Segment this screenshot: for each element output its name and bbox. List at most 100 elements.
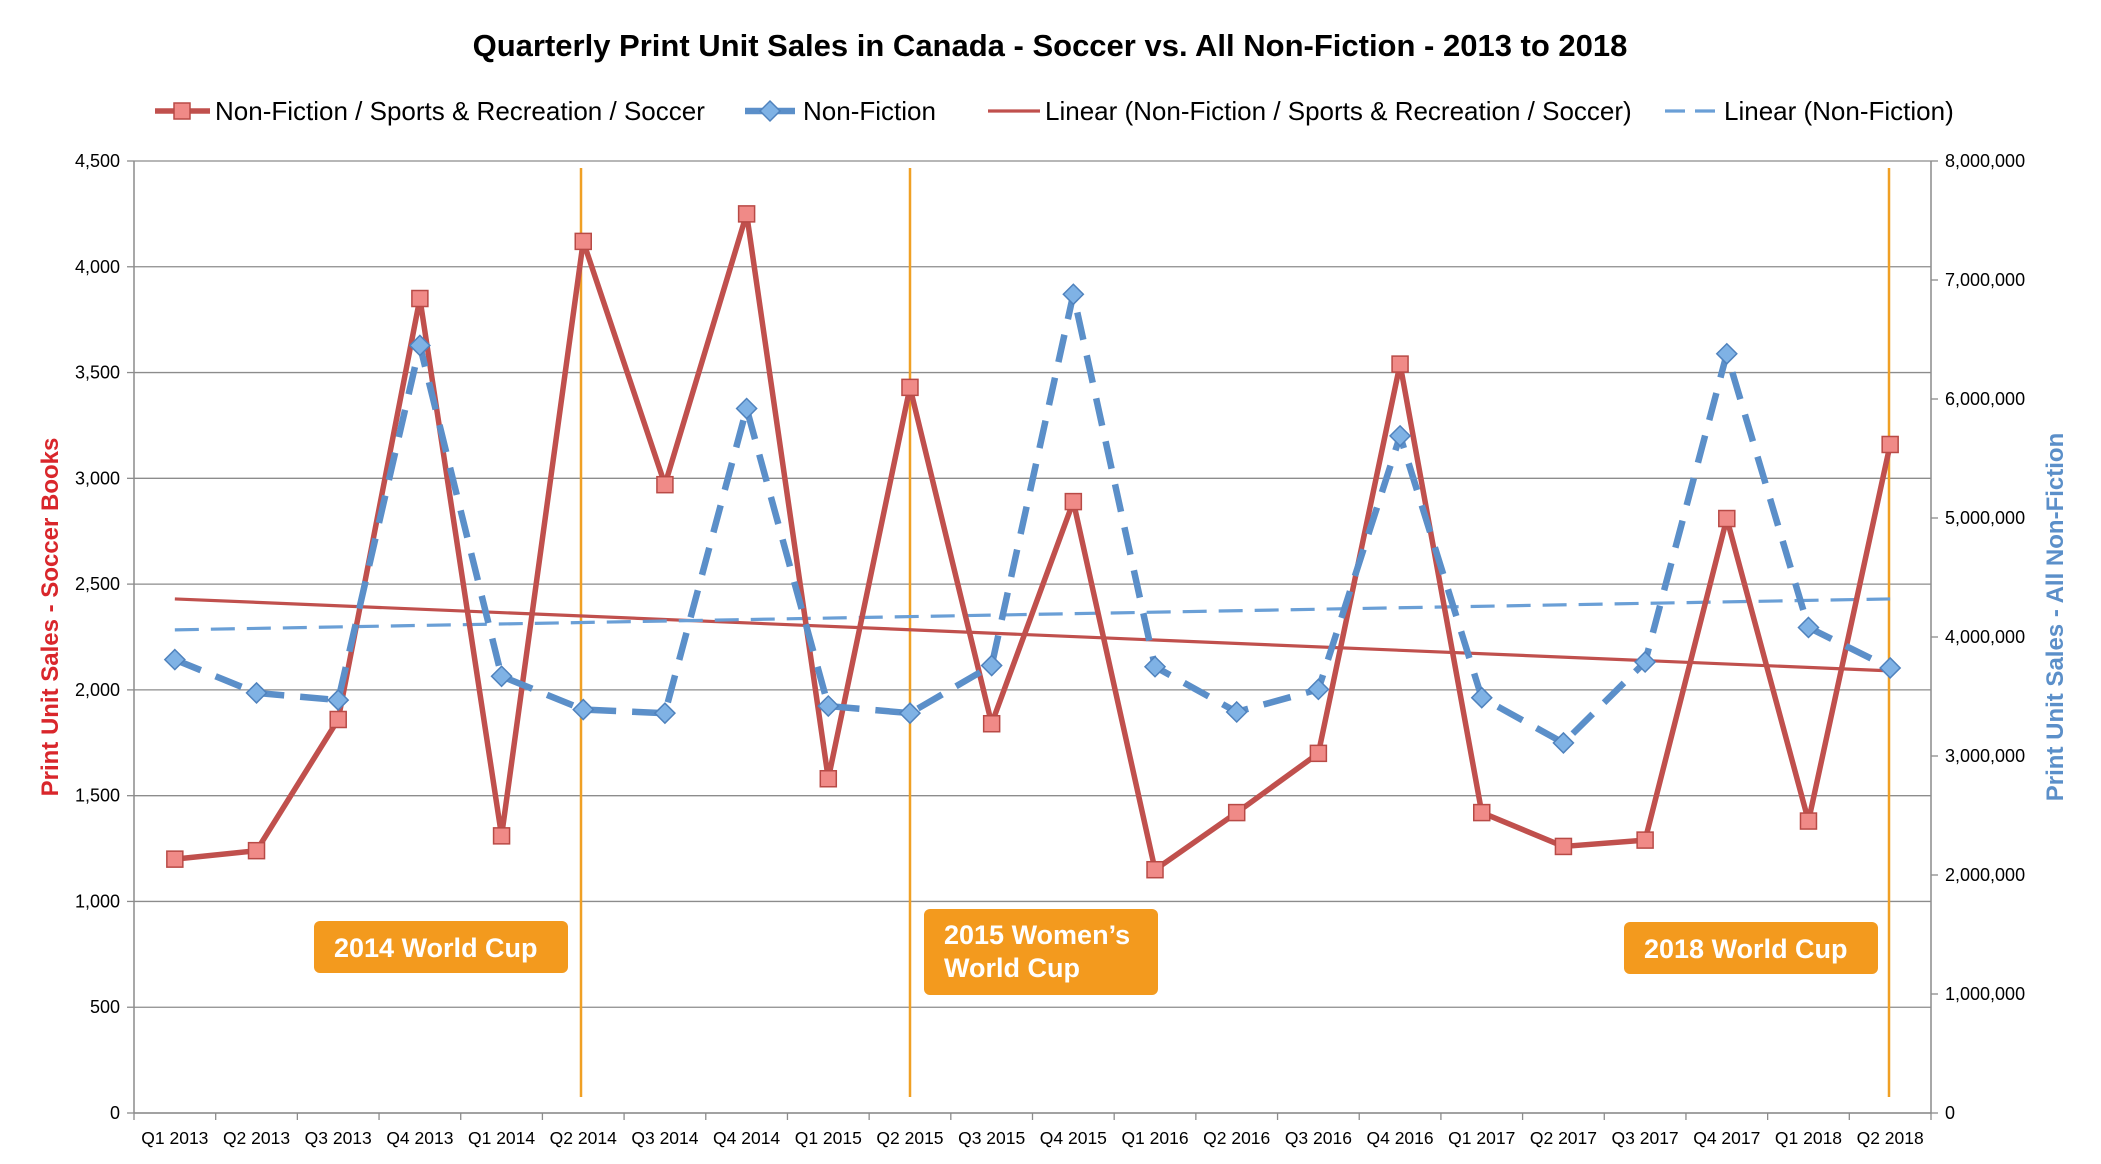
data-point-nonfiction <box>1634 650 1657 674</box>
data-point-soccer <box>982 714 1001 733</box>
data-point-soccer <box>1473 803 1491 822</box>
data-point-soccer <box>1064 492 1083 511</box>
data-point-nonfiction <box>1552 731 1575 754</box>
y-tick-label-right: 3,000,000 <box>1945 746 2025 766</box>
y-tick-label-left: 500 <box>90 997 120 1017</box>
data-point-nonfiction <box>1797 616 1820 639</box>
data-point-soccer <box>1391 355 1409 373</box>
y-tick-label-right: 0 <box>1945 1103 1955 1123</box>
data-point-nonfiction <box>653 702 676 725</box>
x-tick-label: Q1 2014 <box>468 1128 535 1148</box>
x-tick-label: Q2 2013 <box>223 1128 290 1148</box>
data-point-soccer <box>901 378 919 397</box>
data-point-soccer <box>1636 831 1654 849</box>
x-tick-label: Q3 2016 <box>1285 1128 1352 1148</box>
data-point-nonfiction <box>327 689 350 712</box>
data-point-soccer <box>166 850 184 868</box>
data-point-nonfiction <box>1879 656 1902 680</box>
legend: Non-Fiction / Sports & Recreation / Socc… <box>155 96 1954 126</box>
x-tick-label: Q1 2013 <box>141 1128 208 1148</box>
legend-swatch-marker <box>173 102 191 120</box>
data-point-soccer <box>1881 435 1899 454</box>
data-point-soccer <box>411 289 429 308</box>
x-tick-label: Q2 2018 <box>1857 1128 1924 1148</box>
legend-swatch-marker <box>758 99 782 123</box>
y-tick-label-right: 2,000,000 <box>1945 865 2025 885</box>
data-point-nonfiction <box>245 681 268 704</box>
event-label: 2018 World Cup <box>1644 934 1848 964</box>
event-label-box <box>924 909 1158 995</box>
event-label-line: 2018 World Cup <box>1644 934 1848 964</box>
x-tick-label: Q3 2013 <box>305 1128 372 1148</box>
legend-label: Non-Fiction / Sports & Recreation / Socc… <box>215 96 705 126</box>
y-tick-label-right: 8,000,000 <box>1945 151 2025 171</box>
y-tick-label-left: 3,500 <box>75 363 120 383</box>
data-point-nonfiction <box>572 698 595 721</box>
legend-item: Linear (Non-Fiction / Sports & Recreatio… <box>988 96 1632 126</box>
chart-title: Quarterly Print Unit Sales in Canada - S… <box>473 28 1628 63</box>
legend-item: Non-Fiction / Sports & Recreation / Socc… <box>155 96 705 126</box>
y-tick-label-left: 2,000 <box>75 680 120 700</box>
data-point-soccer <box>1554 837 1573 856</box>
x-tick-label: Q1 2016 <box>1121 1128 1188 1148</box>
y-tick-label-left: 1,000 <box>75 891 120 911</box>
data-point-soccer <box>656 475 674 494</box>
data-point-soccer <box>492 827 511 845</box>
y-tick-label-right: 5,000,000 <box>1945 508 2025 528</box>
legend-item: Linear (Non-Fiction) <box>1665 96 1954 126</box>
data-point-nonfiction <box>817 694 840 718</box>
x-tick-label: Q2 2015 <box>876 1128 943 1148</box>
event-label-box <box>314 921 568 973</box>
data-point-nonfiction <box>1225 700 1248 724</box>
x-tick-label: Q4 2013 <box>386 1128 453 1148</box>
data-point-soccer <box>1309 744 1328 763</box>
event-label: 2015 Women’s World Cup <box>944 920 1130 983</box>
data-point-nonfiction <box>408 334 431 357</box>
event-label-line: World Cup <box>944 953 1080 983</box>
data-point-soccer <box>247 841 266 860</box>
series-line-soccer <box>174 211 1893 873</box>
legend-label: Linear (Non-Fiction) <box>1724 96 1954 126</box>
event-label-line: 2014 World Cup <box>334 933 538 963</box>
data-point-nonfiction <box>1143 655 1167 678</box>
y-tick-label-right: 6,000,000 <box>1945 389 2025 409</box>
data-point-soccer <box>574 232 592 251</box>
x-tick-label: Q3 2014 <box>631 1128 698 1148</box>
x-tick-label: Q4 2017 <box>1693 1128 1760 1148</box>
y-axis-label-right: Print Unit Sales - All Non-Fiction <box>2042 433 2069 801</box>
data-point-nonfiction <box>1062 283 1085 306</box>
data-point-nonfiction <box>490 665 513 688</box>
event-label-box <box>1624 922 1878 974</box>
data-point-nonfiction <box>980 654 1003 677</box>
x-tick-label: Q1 2015 <box>795 1128 862 1148</box>
data-point-nonfiction <box>1389 424 1412 447</box>
trend-line <box>174 597 1891 673</box>
data-point-soccer <box>329 710 347 729</box>
legend-item: Non-Fiction <box>745 96 936 126</box>
legend-label: Non-Fiction <box>803 96 936 126</box>
data-point-soccer <box>737 205 756 223</box>
x-tick-label: Q1 2018 <box>1775 1128 1842 1148</box>
data-point-nonfiction <box>163 648 186 671</box>
data-point-soccer <box>1146 860 1164 879</box>
data-point-nonfiction <box>898 702 922 725</box>
x-tick-label: Q2 2016 <box>1203 1128 1270 1148</box>
data-point-nonfiction <box>1715 342 1738 365</box>
x-tick-label: Q2 2014 <box>550 1128 617 1148</box>
y-tick-label-left: 2,500 <box>75 574 120 594</box>
event-label-line: 2015 Women’s <box>944 920 1130 950</box>
y-tick-label-left: 1,500 <box>75 786 120 806</box>
y-tick-label-left: 0 <box>110 1103 120 1123</box>
event-label: 2014 World Cup <box>334 933 538 963</box>
x-tick-label: Q4 2014 <box>713 1128 780 1148</box>
data-point-nonfiction <box>735 397 758 420</box>
x-tick-label: Q1 2017 <box>1448 1128 1515 1148</box>
data-point-soccer <box>819 769 838 788</box>
y-tick-label-left: 4,500 <box>75 151 120 171</box>
plot-area: 0 500 1,000 1,500 2,000 2,500 3,000 3,500 4,000 4… <box>75 151 2025 1148</box>
y-axis-label-left: Print Unit Sales - Soccer Books <box>37 438 64 797</box>
y-tick-label-right: 7,000,000 <box>1945 270 2025 290</box>
data-point-nonfiction <box>1307 678 1330 701</box>
